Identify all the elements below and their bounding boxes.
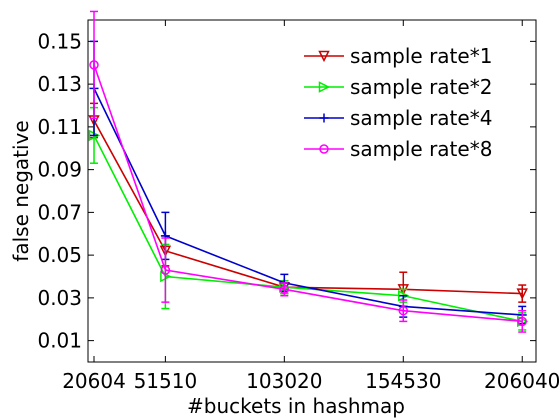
y-tick-label: 0.15: [37, 29, 82, 53]
point-marker: [516, 288, 528, 300]
legend-label: sample rate*2: [350, 75, 492, 99]
series-layer: [88, 10, 529, 333]
legend-item: sample rate*8: [304, 137, 492, 161]
series-line: [93, 64, 523, 323]
x-axis-label: #buckets in hashmap: [187, 394, 405, 418]
y-tick-label: 0.13: [37, 72, 82, 96]
x-tick-label: 206040: [484, 369, 560, 393]
y-axis: 0.01 0.03 0.05 0.07 0.09 0.11 0.13 0.15: [37, 29, 536, 353]
y-tick-label: 0.01: [37, 329, 82, 353]
y-tick-label: 0.07: [37, 200, 82, 224]
plot-area: [87, 19, 537, 363]
legend: sample rate*1 sample rate*2 sample rate*4 s…: [304, 44, 492, 161]
point-marker: [318, 50, 330, 63]
point-marker: [279, 284, 290, 295]
point-marker: [398, 305, 409, 316]
x-tick-label: 20604: [62, 369, 126, 393]
series-sample-rate-8: [89, 10, 527, 333]
point-marker: [517, 316, 527, 327]
x-tick-label: 154530: [365, 369, 441, 393]
point-marker: [89, 60, 99, 70]
y-tick-label: 0.09: [37, 158, 82, 182]
x-axis: 20604 51510 103020 154530 206040: [62, 20, 560, 393]
x-tick-label: 103020: [246, 369, 322, 393]
x-tick-label: 51510: [134, 369, 198, 393]
y-axis-label: false negative: [9, 120, 33, 261]
legend-item: sample rate*4: [304, 106, 492, 130]
point-marker: [160, 265, 171, 275]
point-marker: [319, 113, 329, 123]
y-tick-label: 0.11: [37, 115, 82, 139]
point-marker: [318, 81, 331, 93]
y-tick-label: 0.03: [37, 286, 82, 310]
legend-item: sample rate*1: [304, 44, 492, 68]
legend-item: sample rate*2: [304, 75, 492, 99]
point-marker: [319, 144, 329, 154]
y-tick-label: 0.05: [37, 243, 82, 267]
legend-label: sample rate*1: [350, 44, 492, 68]
legend-label: sample rate*8: [350, 137, 492, 161]
legend-label: sample rate*4: [350, 106, 492, 130]
